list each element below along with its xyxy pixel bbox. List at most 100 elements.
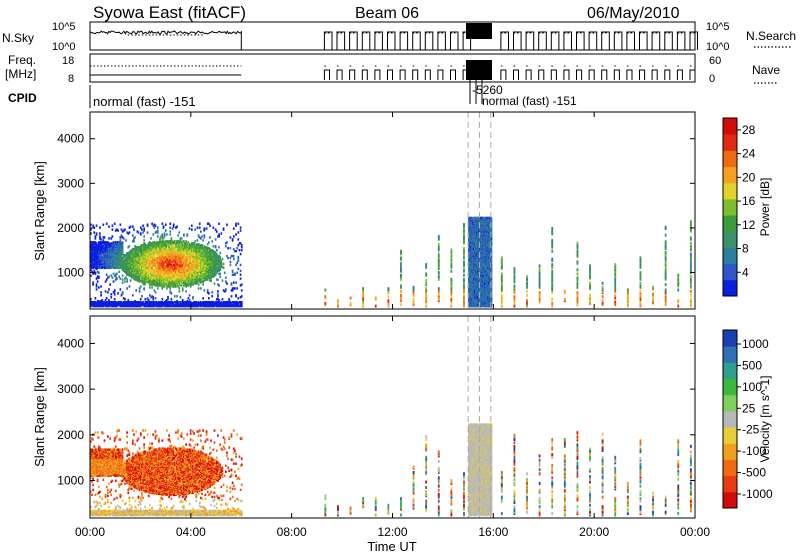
power-cell xyxy=(169,290,172,293)
power-cell xyxy=(101,241,104,244)
power-cell xyxy=(92,283,94,286)
power-cell xyxy=(118,270,121,273)
power-cell xyxy=(97,253,100,257)
power-cell xyxy=(160,300,163,304)
power-cell xyxy=(125,239,127,242)
power-cell xyxy=(155,245,158,248)
power-cell xyxy=(92,224,94,227)
power-cell xyxy=(237,255,240,259)
power-cell xyxy=(124,298,126,301)
power-cell xyxy=(142,231,144,234)
power-cell xyxy=(201,244,203,247)
power-cell xyxy=(101,255,104,259)
power-cell xyxy=(169,233,172,236)
power-cell xyxy=(152,224,155,227)
power-cell xyxy=(107,255,109,259)
power-cell xyxy=(100,294,102,297)
power-cell xyxy=(93,300,96,304)
power-cell xyxy=(175,273,177,276)
power-cell xyxy=(168,240,170,243)
power-cell xyxy=(153,223,156,226)
power-cell xyxy=(159,280,161,283)
power-cell xyxy=(99,235,101,238)
power-cell xyxy=(237,297,240,300)
power-cell xyxy=(239,226,242,229)
power-cell xyxy=(92,251,94,255)
power-cell xyxy=(99,232,101,235)
power-cell xyxy=(135,265,138,269)
power-cell xyxy=(134,247,136,250)
power-cell xyxy=(236,287,239,290)
power-cell xyxy=(96,244,99,247)
power-cell xyxy=(160,241,163,244)
power-cell xyxy=(135,246,138,249)
power-cell xyxy=(94,243,97,246)
power-cell xyxy=(153,254,156,258)
power-cell xyxy=(130,300,133,304)
power-cell xyxy=(235,233,237,236)
power-cell xyxy=(209,224,211,227)
power-cell xyxy=(150,278,152,281)
power-cell xyxy=(159,245,161,248)
power-cell xyxy=(101,245,104,248)
power-cell xyxy=(160,252,163,256)
power-cell xyxy=(94,235,97,238)
power-cell xyxy=(137,249,140,252)
power-cell xyxy=(91,249,93,252)
power-cell xyxy=(156,261,159,265)
power-cell xyxy=(105,300,108,304)
power-cell xyxy=(179,296,182,299)
power-cell xyxy=(144,300,147,304)
power-cell xyxy=(114,255,117,259)
power-cell xyxy=(102,262,105,266)
freq-frame xyxy=(89,53,696,83)
power-cell xyxy=(142,262,144,266)
power-cell xyxy=(116,246,118,249)
power-cell xyxy=(135,259,138,263)
power-cell xyxy=(178,272,181,275)
power-cell xyxy=(217,278,219,281)
nsky-tick-bottom: 10^0 xyxy=(52,41,76,53)
power-cell xyxy=(150,237,152,240)
power-cell xyxy=(135,255,138,259)
nsky-label: N.Sky xyxy=(2,31,34,45)
power-cell xyxy=(95,224,98,227)
power-cell xyxy=(156,301,159,305)
power-cell xyxy=(122,264,125,268)
power-cell xyxy=(122,237,125,240)
power-cell xyxy=(108,258,110,262)
power-cell xyxy=(154,249,157,252)
power-cell xyxy=(139,279,142,282)
power-cell xyxy=(96,299,99,303)
power-cell xyxy=(113,289,116,292)
power-cell xyxy=(235,222,237,225)
nsky-spikes xyxy=(323,31,698,50)
power-cell xyxy=(209,236,211,239)
power-cell xyxy=(171,227,174,230)
power-cell xyxy=(93,231,96,234)
power-cell xyxy=(240,244,243,247)
power-cell xyxy=(136,300,139,304)
power-cell xyxy=(162,265,165,269)
power-cell xyxy=(105,259,108,263)
power-cell xyxy=(229,263,232,267)
power-cell xyxy=(110,261,113,265)
power-cell xyxy=(146,303,149,307)
power-cell xyxy=(139,232,142,235)
power-cell xyxy=(217,293,219,296)
power-cell xyxy=(110,264,113,268)
power-cell xyxy=(173,300,176,304)
power-cell xyxy=(159,239,161,242)
power-cell xyxy=(95,285,98,288)
power-cell xyxy=(90,300,92,304)
power-cell xyxy=(94,254,97,258)
power-cell xyxy=(103,303,106,307)
power-cell xyxy=(116,228,118,231)
power-cell xyxy=(107,291,109,294)
power-cell xyxy=(200,287,202,290)
power-cell xyxy=(239,229,242,232)
power-cell xyxy=(133,251,135,255)
power-cell xyxy=(114,229,117,232)
power-cell xyxy=(127,299,130,302)
power-cell xyxy=(154,300,157,304)
